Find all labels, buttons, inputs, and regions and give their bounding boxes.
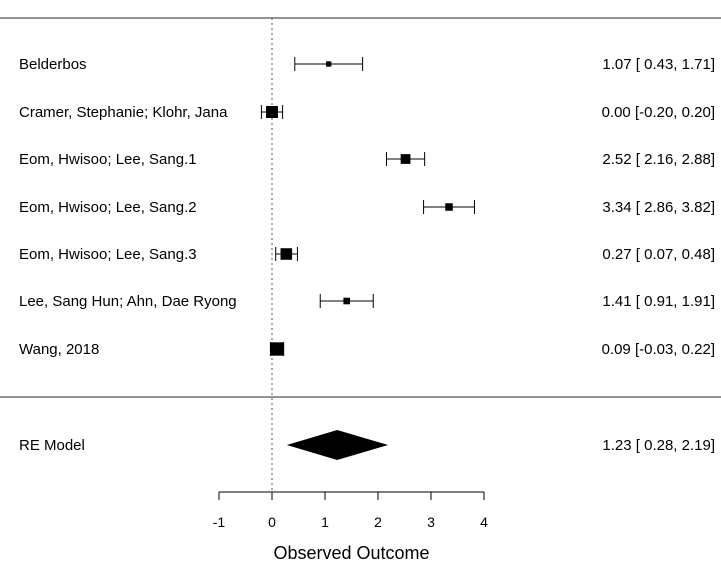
ci-label: 1.41 [ 0.91, 1.91] bbox=[602, 293, 715, 310]
study-label: Eom, Hwisoo; Lee, Sang.3 bbox=[19, 246, 197, 263]
point-estimate bbox=[270, 342, 284, 356]
x-tick-label: 2 bbox=[374, 514, 382, 530]
x-tick-label: -1 bbox=[213, 514, 226, 530]
point-estimate bbox=[326, 61, 332, 67]
reference-layer bbox=[0, 17, 721, 500]
study-label: Belderbos bbox=[19, 56, 87, 73]
x-tick-label: 4 bbox=[480, 514, 488, 530]
point-estimate bbox=[445, 203, 453, 211]
text-layer: Belderbos 1.07 [ 0.43, 1.71] Cramer, Steph… bbox=[19, 56, 715, 563]
x-tick-label: 3 bbox=[427, 514, 435, 530]
ci-label: 3.34 [ 2.86, 3.82] bbox=[602, 199, 715, 216]
ci-label: 0.00 [-0.20, 0.20] bbox=[602, 104, 715, 121]
point-estimate bbox=[400, 154, 411, 164]
marks-layer bbox=[218, 57, 485, 500]
summary-ci-label: 1.23 [ 0.28, 2.19] bbox=[602, 437, 715, 454]
ci-label: 0.27 [ 0.07, 0.48] bbox=[602, 246, 715, 263]
summary-diamond bbox=[286, 430, 389, 460]
study-label: Eom, Hwisoo; Lee, Sang.2 bbox=[19, 199, 197, 216]
point-estimate bbox=[280, 248, 293, 260]
ci-label: 1.07 [ 0.43, 1.71] bbox=[602, 56, 715, 73]
study-label: Wang, 2018 bbox=[19, 341, 99, 358]
ci-label: 0.09 [-0.03, 0.22] bbox=[602, 341, 715, 358]
study-label: Lee, Sang Hun; Ahn, Dae Ryong bbox=[19, 293, 237, 310]
x-tick-label: 1 bbox=[321, 514, 329, 530]
study-label: Eom, Hwisoo; Lee, Sang.1 bbox=[19, 151, 197, 168]
summary-label: RE Model bbox=[19, 437, 85, 454]
x-axis-title: Observed Outcome bbox=[273, 543, 429, 563]
point-estimate bbox=[343, 297, 351, 305]
ci-label: 2.52 [ 2.16, 2.88] bbox=[602, 151, 715, 168]
x-tick-label: 0 bbox=[268, 514, 276, 530]
point-estimate bbox=[266, 106, 278, 118]
study-label: Cramer, Stephanie; Klohr, Jana bbox=[19, 104, 228, 121]
